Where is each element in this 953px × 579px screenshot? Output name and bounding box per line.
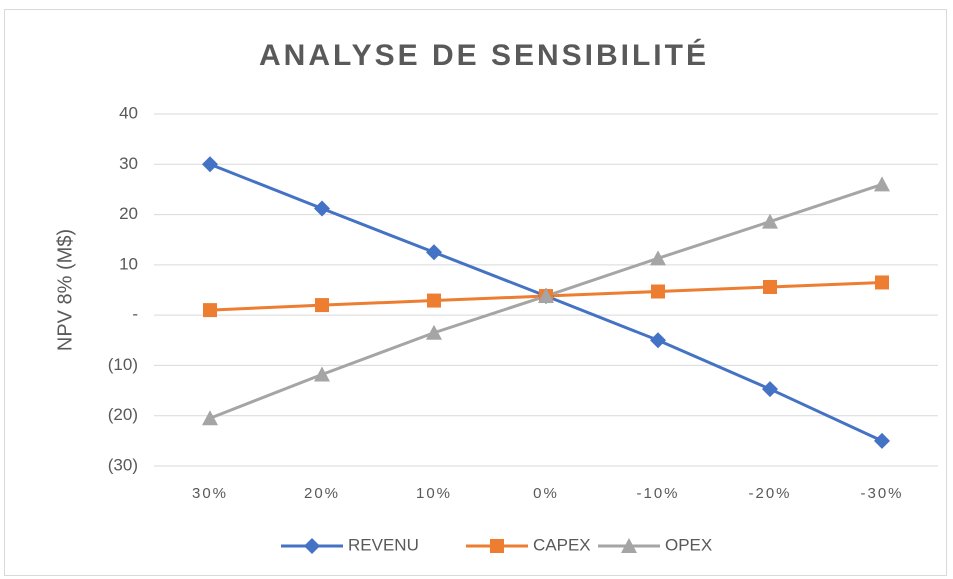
- marker: [538, 288, 554, 304]
- x-tick-label: -30%: [860, 485, 903, 502]
- legend-label: CAPEX: [533, 535, 591, 554]
- x-tick-label: 0%: [533, 485, 559, 502]
- legend-marker: [490, 539, 504, 553]
- marker: [314, 200, 330, 217]
- chart-title: ANALYSE DE SENSIBILITÉ: [259, 38, 709, 72]
- marker: [426, 244, 442, 261]
- x-tick-label: 30%: [192, 485, 228, 502]
- marker: [874, 432, 890, 449]
- y-tick-label: (20): [108, 405, 138, 424]
- marker: [202, 156, 218, 173]
- marker: [202, 410, 218, 426]
- y-tick-label: 40: [119, 103, 138, 122]
- legend-label: OPEX: [665, 535, 712, 554]
- chart-border: [4, 9, 947, 576]
- marker: [762, 213, 778, 229]
- marker: [650, 332, 666, 349]
- marker: [651, 284, 665, 299]
- marker: [426, 324, 442, 340]
- legend-marker: [304, 538, 320, 554]
- marker: [762, 381, 778, 398]
- x-tick-label: 20%: [304, 485, 340, 502]
- marker: [315, 298, 329, 313]
- legend-label: REVENU: [348, 535, 419, 554]
- marker: [875, 275, 889, 290]
- y-tick-label: -: [132, 305, 138, 324]
- marker: [650, 250, 666, 266]
- y-tick-label: (30): [108, 455, 138, 474]
- y-tick-label: 20: [119, 204, 138, 223]
- marker: [874, 176, 890, 192]
- marker: [763, 279, 777, 294]
- x-tick-label: -10%: [636, 485, 679, 502]
- y-tick-label: 30: [119, 154, 138, 173]
- marker: [203, 303, 217, 318]
- legend-marker: [621, 538, 637, 553]
- x-tick-label: -20%: [748, 485, 791, 502]
- y-tick-label: 10: [119, 254, 138, 273]
- marker: [314, 366, 330, 382]
- x-tick-label: 10%: [416, 485, 452, 502]
- marker: [427, 293, 441, 308]
- y-tick-label: (10): [108, 355, 138, 374]
- y-axis-title: NPV 8% (M$): [54, 229, 76, 351]
